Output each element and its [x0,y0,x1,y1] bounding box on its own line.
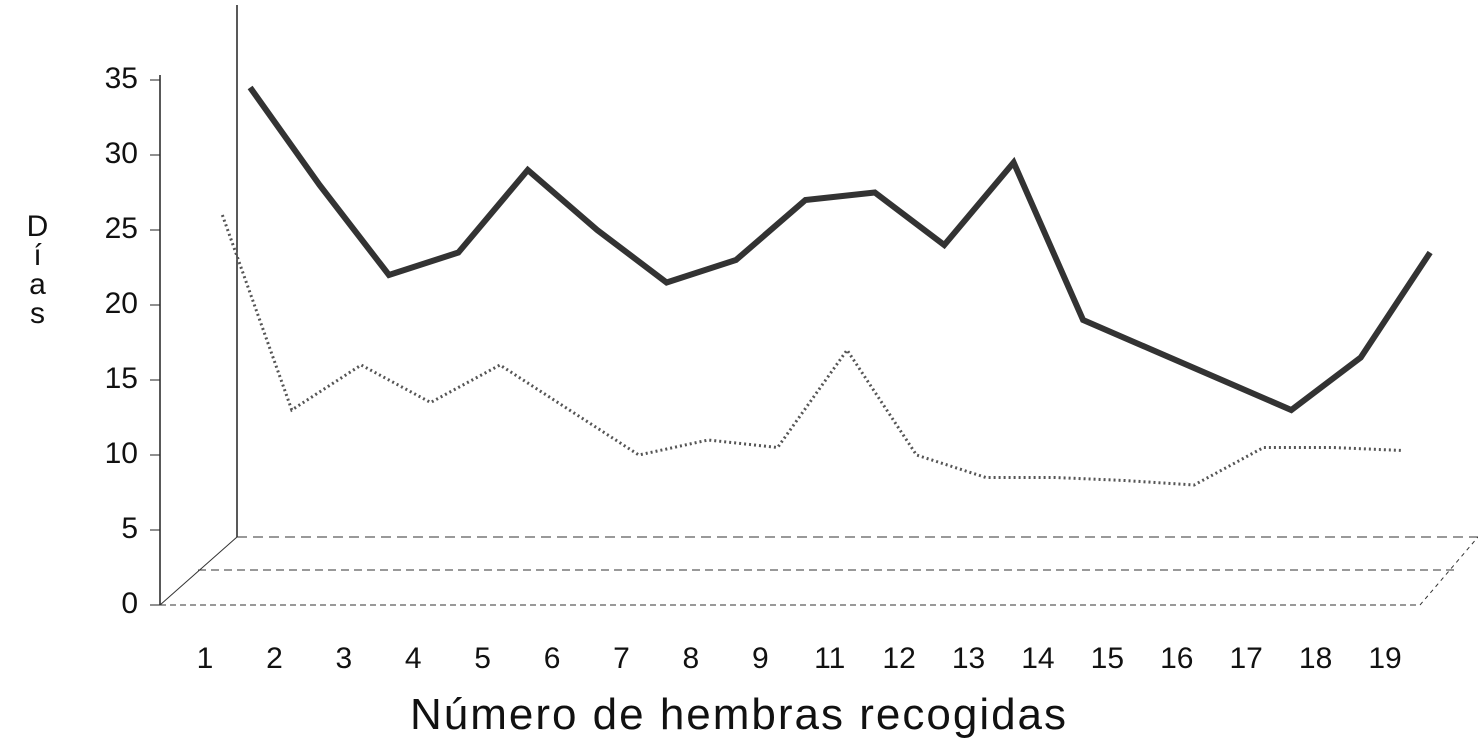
x-tick-label: 1 [197,642,214,675]
y-tick-label: 25 [105,212,138,245]
y-tick-label: 20 [105,287,138,320]
x-tick-label: 18 [1299,642,1332,675]
x-tick-label: 19 [1368,642,1401,675]
x-tick-label: 16 [1160,642,1193,675]
x-tick-label: 9 [752,642,769,675]
x-tick-label: 13 [952,642,985,675]
y-tick-label: 35 [105,62,138,95]
x-tick-label: 17 [1229,642,1262,675]
x-axis-label: Número de hembras recogidas [409,690,1069,739]
x-tick-label: 14 [1021,642,1054,675]
x-tick-label: 2 [266,642,283,675]
series-line [247,85,1433,414]
y-tick-label: 0 [121,587,138,620]
series-line [220,214,1403,487]
x-tick-label: 7 [613,642,630,675]
y-tick-label: 15 [105,362,138,395]
x-tick-label: 3 [335,642,352,675]
floor-edge [159,536,238,606]
floor-edge [1419,536,1478,606]
y-tick-label: 30 [105,137,138,170]
x-tick-label: 4 [405,642,422,675]
x-tick-label: 15 [1091,642,1124,675]
x-tick-label: 12 [882,642,915,675]
y-tick-label: 10 [105,437,138,470]
x-tick-label: 11 [814,642,845,675]
y-tick-label: 5 [121,512,138,545]
x-tick-label: 5 [474,642,491,675]
x-tick-label: 8 [683,642,700,675]
y-axis-label: Días [21,210,54,326]
x-tick-label: 6 [544,642,561,675]
